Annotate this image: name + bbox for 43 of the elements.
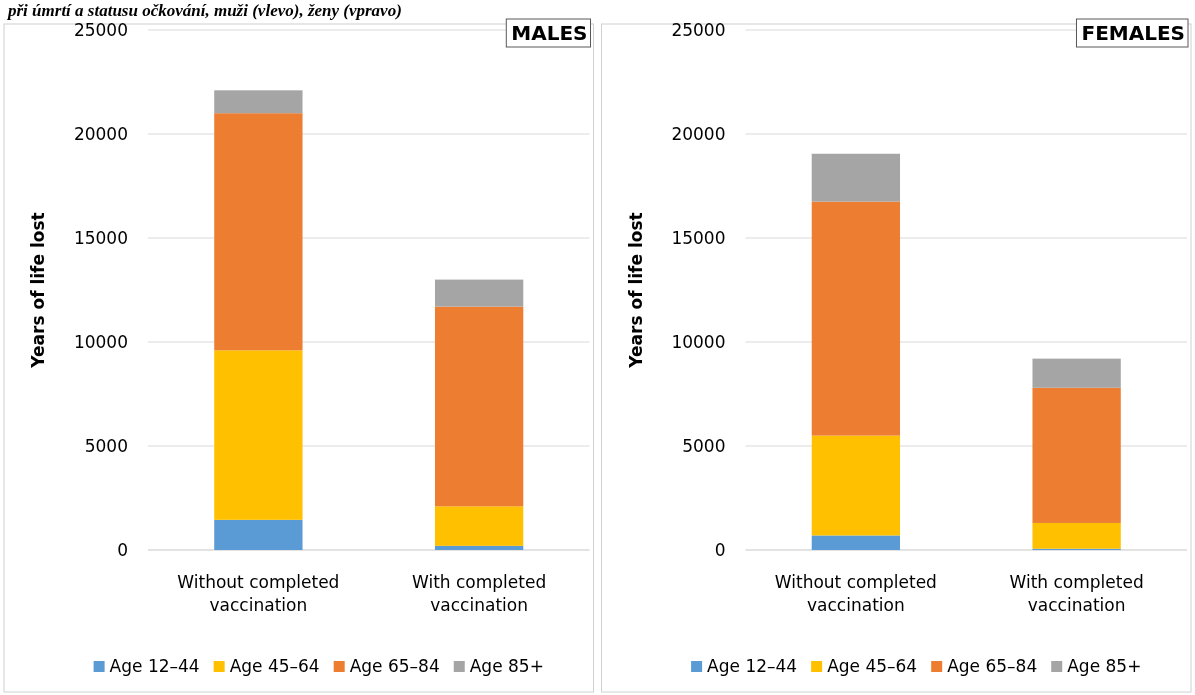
y-tick-label: 15000 (73, 227, 128, 248)
y-tick-label: 10000 (73, 331, 128, 352)
legend-label: Age 85+ (469, 656, 544, 676)
legend-label: Age 65–84 (349, 656, 440, 676)
y-axis-title: Years of life lost (625, 212, 646, 369)
legend-label: Age 45–64 (229, 656, 320, 676)
bar (811, 201, 901, 436)
bar (811, 153, 901, 202)
y-tick-label: 25000 (671, 19, 726, 40)
bar (214, 519, 303, 550)
chart-subtitle: při úmrtí a statusu očkování, muži (vlevo), ženy (vpravo) (6, 1, 402, 20)
y-tick-label: 0 (117, 539, 128, 560)
legend-label: Age 12–44 (707, 656, 798, 676)
bar (434, 545, 524, 550)
x-tick-label: Without completed vaccination (177, 572, 340, 615)
chart-title: MALES (511, 21, 588, 45)
y-axis-title: Years of life lost (28, 212, 48, 369)
bar (214, 350, 303, 520)
bar (214, 113, 303, 351)
y-tick-label: 5000 (84, 435, 128, 456)
bar (1032, 522, 1121, 549)
y-tick-label: 10000 (671, 331, 726, 352)
bar (811, 435, 901, 536)
x-tick-label: With completed vaccination (412, 572, 547, 615)
y-tick-label: 25000 (73, 19, 128, 40)
x-tick-label: With completed vaccination (1009, 572, 1144, 615)
y-tick-label: 5000 (682, 435, 726, 456)
y-tick-label: 0 (714, 539, 726, 560)
bar (434, 279, 524, 307)
bar (434, 306, 524, 507)
y-tick-label: 20000 (671, 123, 726, 144)
bar (1032, 387, 1121, 523)
x-tick-label: Without completed vaccination (774, 572, 937, 615)
legend-label: Age 12–44 (109, 656, 200, 676)
y-tick-label: 15000 (671, 227, 726, 248)
legend-label: Age 45–64 (827, 656, 918, 676)
bar (214, 90, 303, 114)
bar (434, 506, 524, 546)
legend-label: Age 85+ (1067, 656, 1142, 676)
bar (811, 535, 901, 550)
bar (1032, 358, 1121, 388)
legend-label: Age 65–84 (947, 656, 1038, 676)
y-tick-label: 20000 (73, 123, 128, 144)
